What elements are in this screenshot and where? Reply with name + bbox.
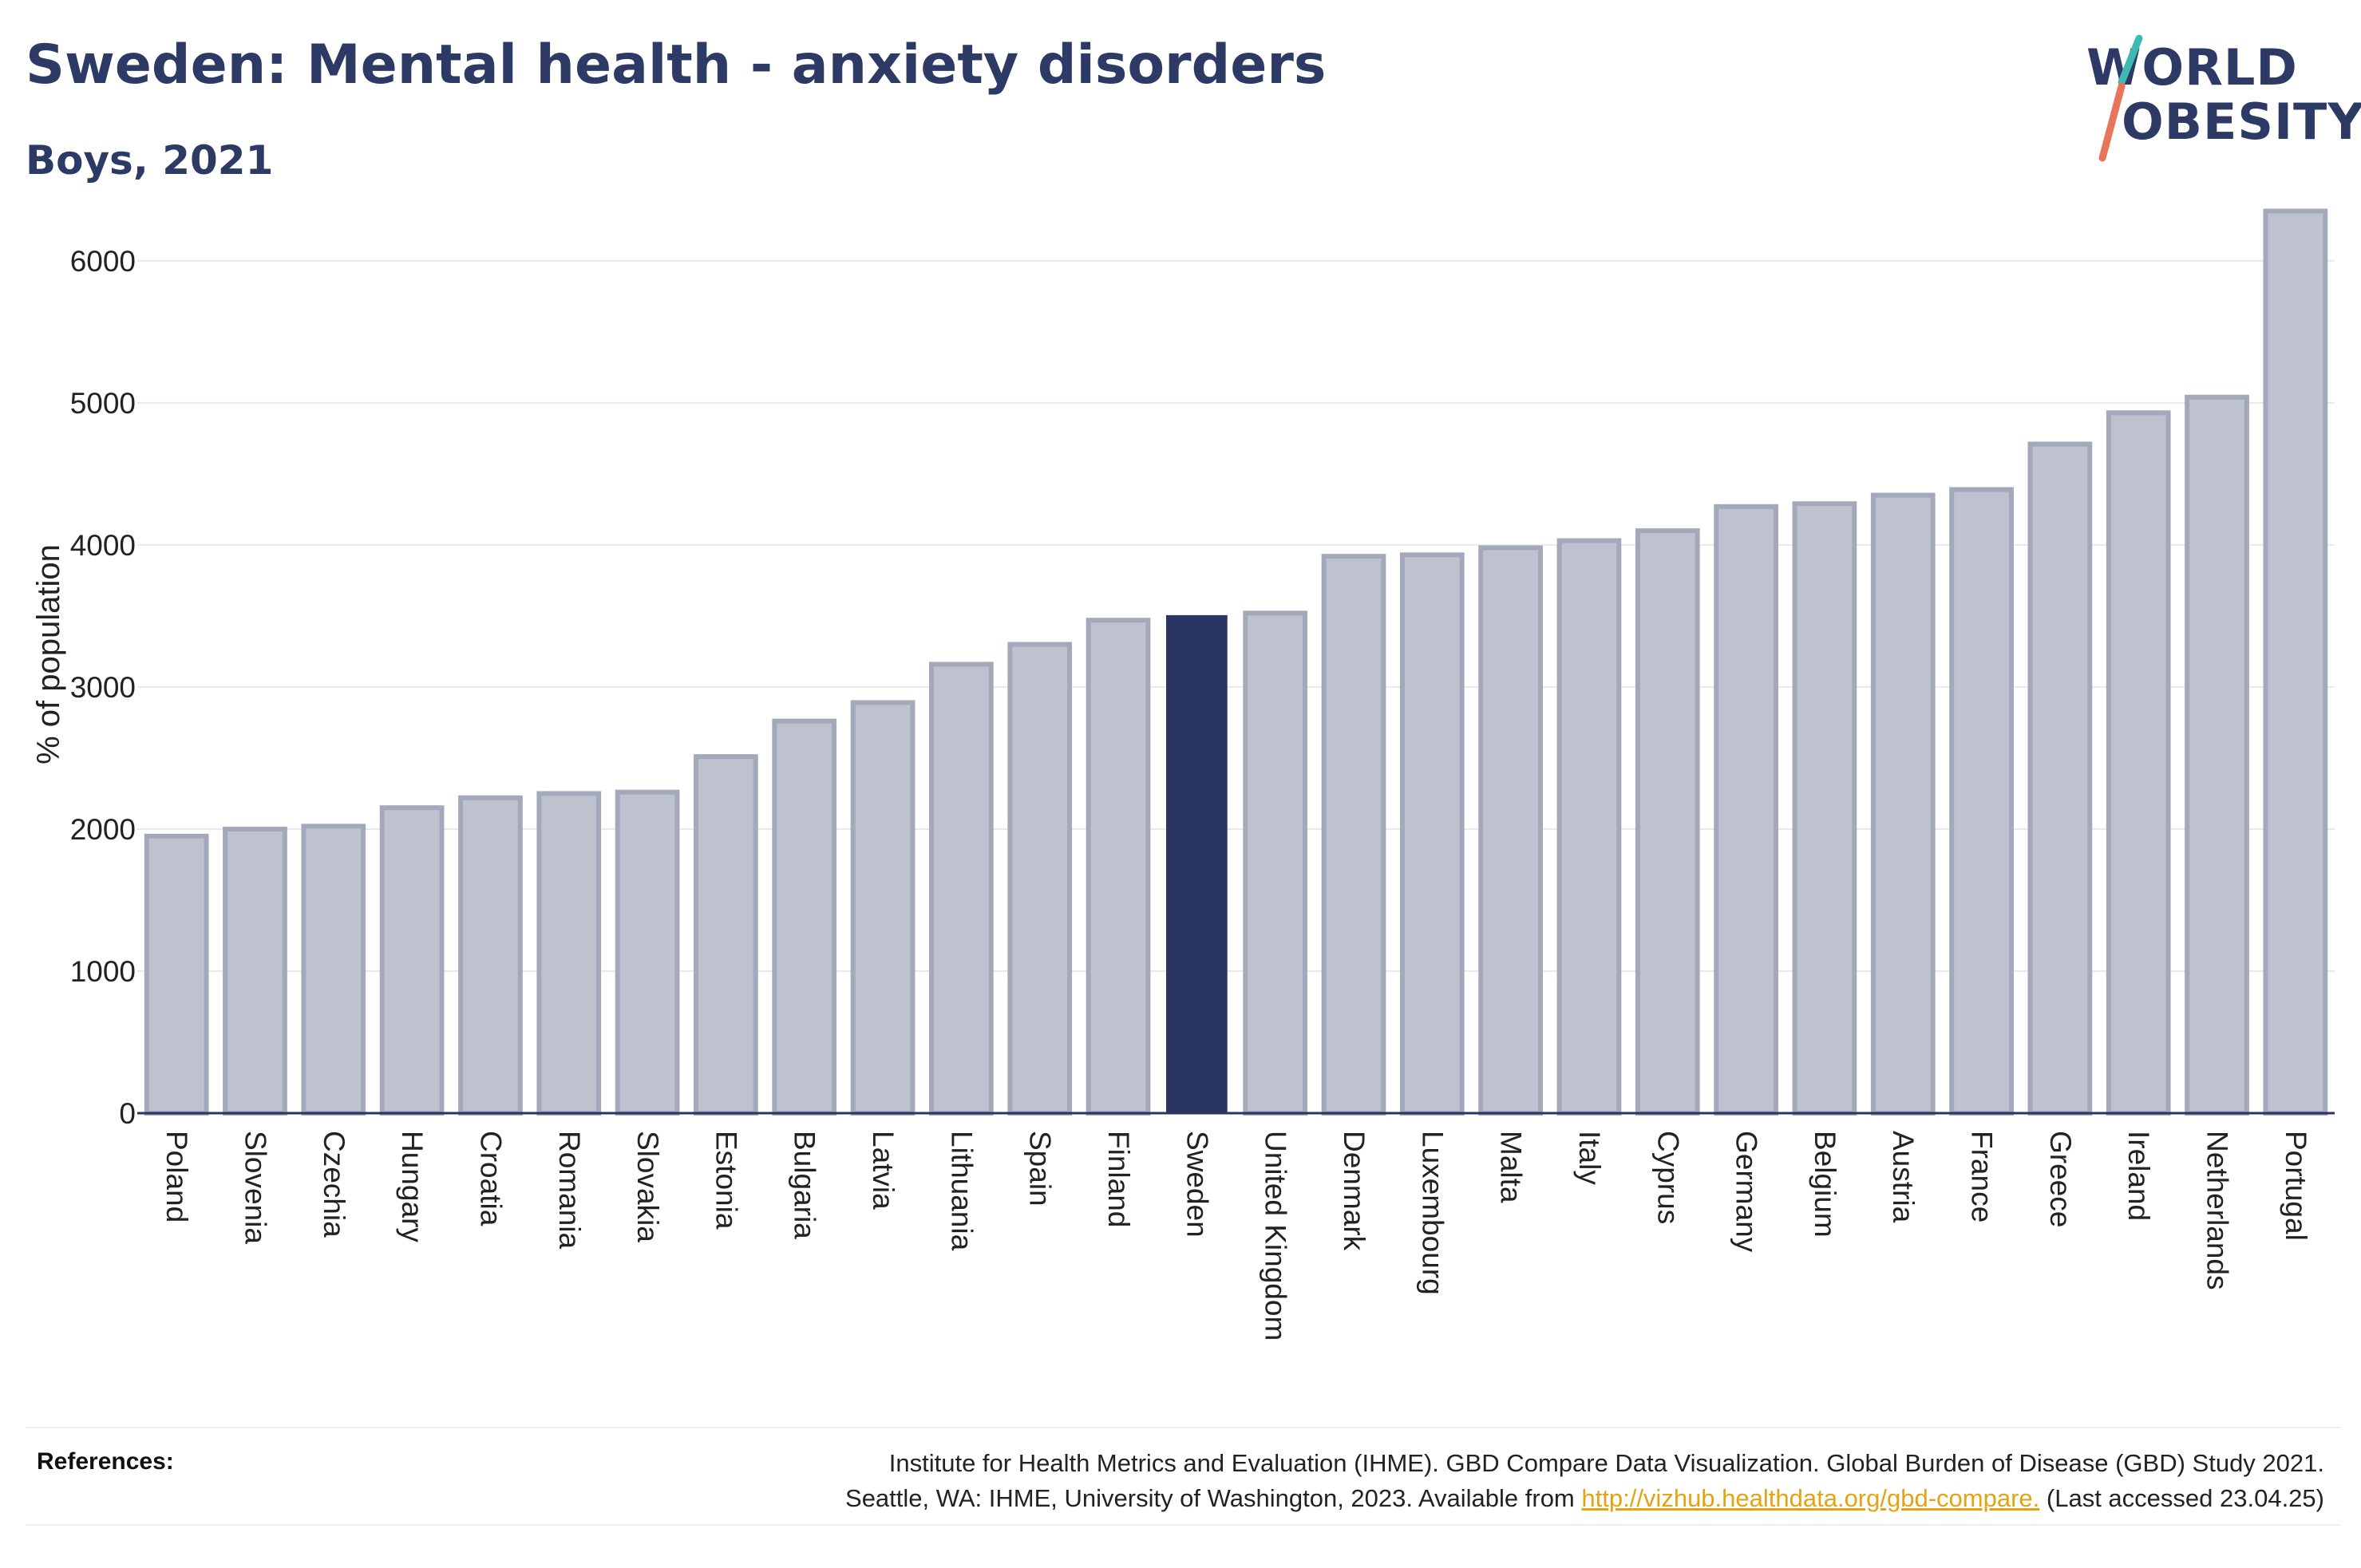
y-tick-label: 1000 xyxy=(70,955,136,988)
x-tick-label: Spain xyxy=(1024,1131,1057,1207)
x-tick-label: Greece xyxy=(2044,1131,2077,1227)
x-tick-labels: Poland Slovenia Czechia Hungary Croatia Roman… xyxy=(160,1131,2312,1341)
bar-belgium xyxy=(1792,501,1857,1116)
y-axis-label: % of population xyxy=(31,544,66,764)
chart-title: Sweden: Mental health - anxiety disorder… xyxy=(26,34,1327,97)
bar-austria xyxy=(1870,492,1936,1116)
chart-subtitle: Boys, 2021 xyxy=(26,137,274,184)
x-tick-label: Italy xyxy=(1573,1131,1606,1185)
x-tick-label: Portugal xyxy=(2280,1131,2312,1241)
x-tick-label: Finland xyxy=(1102,1131,1135,1227)
x-tick-label: Lithuania xyxy=(945,1131,978,1251)
y-tick-label: 3000 xyxy=(70,671,136,704)
reference-line-2: Seattle, WA: IHME, University of Washing… xyxy=(568,1481,2324,1516)
x-tick-label: Netherlands xyxy=(2201,1131,2234,1290)
bar-chart: 0 1000 2000 3000 4000 5000 6000 Poland Slovenia… xyxy=(31,208,2335,1341)
x-tick-label: Bulgaria xyxy=(789,1131,821,1239)
bar-cyprus xyxy=(1635,528,1700,1116)
references-divider-top xyxy=(26,1427,2340,1428)
x-tick-label: Croatia xyxy=(474,1131,507,1226)
x-tick-label: Denmark xyxy=(1338,1131,1370,1251)
logo-line-2: OBESITY xyxy=(2122,93,2361,151)
bar-poland xyxy=(144,833,209,1116)
bar-germany xyxy=(1714,504,1778,1116)
bar-romania xyxy=(536,791,602,1116)
bar-luxembourg xyxy=(1399,552,1465,1116)
x-tick-label: Ireland xyxy=(2122,1131,2155,1221)
y-tick-label: 0 xyxy=(119,1097,136,1130)
references-label: References: xyxy=(37,1448,174,1475)
bar-finland xyxy=(1086,618,1151,1116)
references-divider-bottom xyxy=(26,1524,2340,1526)
x-tick-label: United Kingdom xyxy=(1260,1131,1292,1341)
reference-line-1: Institute for Health Metrics and Evaluat… xyxy=(888,1449,2324,1477)
x-tick-label: Germany xyxy=(1730,1131,1763,1253)
bar-portugal xyxy=(2263,208,2328,1116)
y-tick-label: 4000 xyxy=(70,529,136,562)
y-tick-label: 5000 xyxy=(70,387,136,420)
x-tick-label: Austria xyxy=(1887,1131,1920,1223)
x-tick-label: Estonia xyxy=(710,1131,742,1230)
x-tick-label: Luxembourg xyxy=(1416,1131,1449,1295)
bar-sweden xyxy=(1165,614,1228,1114)
bar-malta xyxy=(1478,545,1543,1116)
bar-spain xyxy=(1007,642,1073,1116)
world-obesity-logo: WORLD OBESITY xyxy=(2075,22,2361,166)
bar-croatia xyxy=(458,795,523,1116)
x-tick-label: Belgium xyxy=(1809,1131,1841,1238)
y-tick-label: 2000 xyxy=(70,813,136,846)
reference-line-2-suffix: (Last accessed 23.04.25) xyxy=(2046,1484,2324,1512)
reference-link[interactable]: http://vizhub.healthdata.org/gbd-compare… xyxy=(1581,1484,2040,1512)
x-tick-label: Czechia xyxy=(318,1131,350,1238)
bar-netherlands xyxy=(2185,394,2249,1116)
bars xyxy=(144,208,2328,1116)
x-tick-label: Hungary xyxy=(396,1131,429,1242)
x-tick-label: Slovakia xyxy=(631,1131,664,1242)
y-tick-label: 6000 xyxy=(70,245,136,278)
reference-line-2-prefix: Seattle, WA: IHME, University of Washing… xyxy=(845,1484,1575,1512)
bar-czechia xyxy=(301,823,366,1116)
bar-ireland xyxy=(2106,410,2171,1116)
x-tick-label: Sweden xyxy=(1180,1131,1213,1238)
y-tick-labels: 0 1000 2000 3000 4000 5000 6000 xyxy=(70,245,136,1130)
x-tick-label: Latvia xyxy=(867,1131,900,1210)
bar-latvia xyxy=(850,700,916,1116)
x-tick-label: Poland xyxy=(160,1131,193,1222)
bar-lithuania xyxy=(929,662,994,1116)
bar-slovakia xyxy=(615,789,680,1116)
bar-france xyxy=(1949,487,2014,1116)
bar-denmark xyxy=(1321,554,1386,1116)
bar-bulgaria xyxy=(772,718,837,1116)
bar-estonia xyxy=(694,754,758,1116)
bar-hungary xyxy=(379,805,445,1116)
references-text: Institute for Health Metrics and Evaluat… xyxy=(568,1446,2324,1516)
logo-slash-icon xyxy=(2098,34,2143,162)
x-tick-label: France xyxy=(1966,1131,1999,1222)
x-tick-label: Cyprus xyxy=(1651,1131,1684,1224)
bar-greece xyxy=(2027,441,2093,1116)
x-tick-label: Romania xyxy=(553,1131,586,1249)
x-tick-label: Malta xyxy=(1495,1131,1528,1203)
x-tick-label: Slovenia xyxy=(239,1131,271,1244)
bar-italy xyxy=(1556,538,1622,1116)
bar-united-kingdom xyxy=(1243,610,1308,1116)
bar-slovenia xyxy=(223,826,287,1116)
